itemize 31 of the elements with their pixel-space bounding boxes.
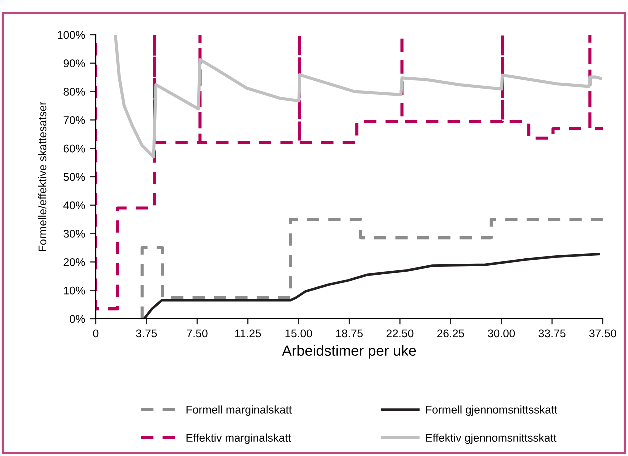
legend-label: Effektiv marginalskatt (186, 434, 292, 444)
y-tick-label: 30% (64, 230, 86, 238)
x-axis-title: Arbeidstimer per uke (282, 345, 416, 359)
y-tick-label: 80% (64, 88, 86, 96)
line-series (114, 35, 603, 159)
x-tick-label: 18.75 (336, 330, 363, 338)
x-tick-label: 26.25 (438, 330, 464, 338)
x-tick-label: 7.50 (187, 330, 208, 338)
y-tick-label: 70% (64, 116, 86, 124)
line-series (96, 35, 603, 311)
legend-label: Formell gjennomsnittsskatt (426, 406, 558, 416)
y-tick-label: 0% (70, 315, 86, 324)
x-tick-label: 15.00 (286, 330, 312, 338)
y-axis-title: Formelle/effektive skattesatser (38, 102, 47, 252)
x-tick-label: 0 (93, 330, 99, 338)
x-tick-label: 30.00 (488, 330, 516, 338)
y-tick-label: 50% (64, 173, 86, 182)
y-tick-label: 40% (64, 202, 86, 210)
x-tick-label: 37.50 (590, 330, 616, 338)
legend-label: Effektiv gjennomsnittsskatt (426, 434, 557, 444)
y-tick-label: 60% (64, 144, 86, 153)
x-tick-label: 22.50 (386, 330, 414, 338)
y-tick-label: 10% (64, 286, 86, 295)
x-tick-label: 3.75 (136, 330, 158, 338)
y-tick-label: 20% (64, 258, 86, 266)
line-series (140, 218, 603, 319)
y-tick-label: 90% (64, 60, 86, 68)
legend-label: Formell marginalskatt (186, 406, 292, 416)
x-tick-label: 11.25 (235, 330, 262, 338)
x-tick-label: 33.75 (538, 330, 566, 338)
y-tick-label: 100% (58, 31, 86, 40)
